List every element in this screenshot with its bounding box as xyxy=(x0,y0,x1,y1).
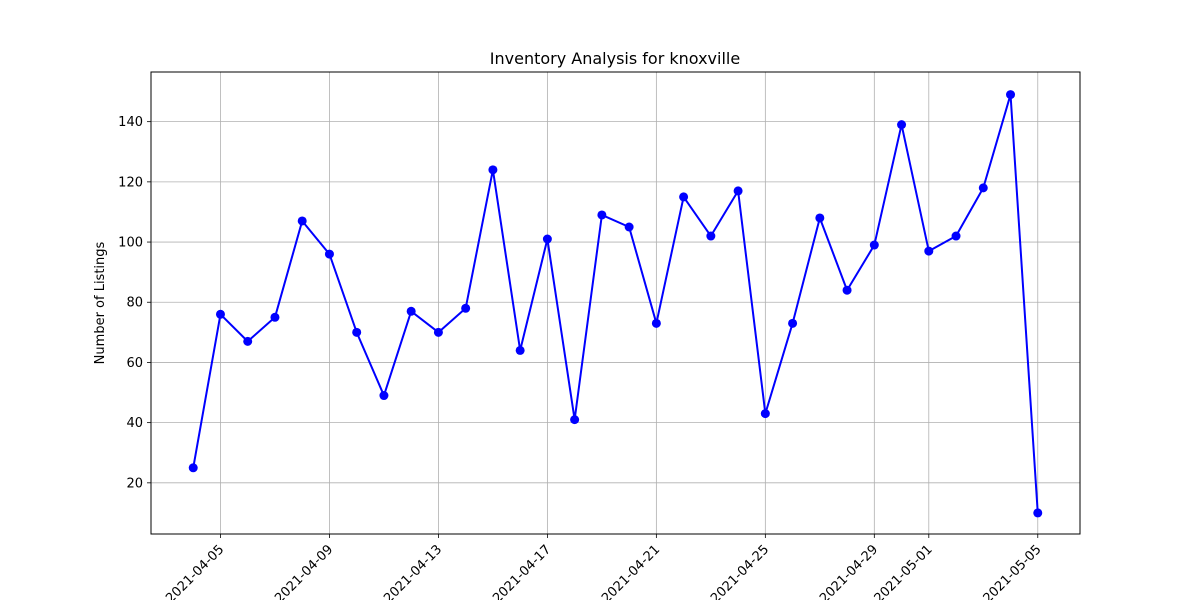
data-point xyxy=(706,231,716,241)
data-point xyxy=(570,415,580,425)
data-point xyxy=(406,306,416,316)
x-tick-label: 2021-05-01 xyxy=(872,542,936,600)
data-point xyxy=(188,463,198,473)
y-tick-label: 20 xyxy=(126,476,143,491)
x-tick-label: 2021-04-05 xyxy=(163,542,227,600)
data-point xyxy=(324,249,334,259)
series-layer xyxy=(188,90,1043,518)
data-point xyxy=(924,246,934,256)
data-point xyxy=(1006,90,1016,100)
x-tick-label: 2021-04-09 xyxy=(272,542,336,600)
x-tick-label: 2021-04-13 xyxy=(381,542,445,600)
data-point xyxy=(760,409,770,419)
data-point xyxy=(461,303,471,313)
data-point xyxy=(542,234,552,244)
data-point xyxy=(379,391,389,401)
data-point xyxy=(297,216,307,226)
data-point xyxy=(488,165,498,175)
grid-layer xyxy=(151,72,1080,534)
y-tick-label: 140 xyxy=(118,115,143,130)
data-point xyxy=(515,345,525,355)
data-point xyxy=(215,309,225,319)
data-point xyxy=(270,312,280,322)
y-tick-label: 80 xyxy=(126,296,143,311)
series-line xyxy=(192,93,1039,513)
data-point xyxy=(842,285,852,295)
y-axis-label: Number of Listings xyxy=(93,241,108,364)
x-tick-label: 2021-04-21 xyxy=(599,542,663,600)
data-point xyxy=(243,336,253,346)
chart-title: Inventory Analysis for knoxville xyxy=(490,49,740,68)
data-point xyxy=(1033,508,1043,518)
x-tick-label: 2021-04-17 xyxy=(490,542,554,600)
data-point xyxy=(679,192,689,202)
data-point xyxy=(733,186,743,196)
axis-layer: 20 40 60 80 100 120 140 2021-04-05 2021-04-09 202… xyxy=(118,115,1044,600)
plot-frame xyxy=(150,71,1081,535)
data-point xyxy=(433,327,443,337)
x-tick-label: 2021-05-05 xyxy=(981,542,1045,600)
y-tick-label: 100 xyxy=(118,236,143,251)
x-tick-label: 2021-04-25 xyxy=(708,542,772,600)
data-point xyxy=(815,213,825,223)
y-tick-label: 120 xyxy=(118,175,143,190)
data-point xyxy=(897,120,907,130)
data-point xyxy=(978,183,988,193)
data-point xyxy=(951,231,961,241)
y-tick-label: 40 xyxy=(126,416,143,431)
x-tick-label: 2021-04-29 xyxy=(817,542,881,600)
data-point xyxy=(869,240,879,250)
data-point xyxy=(624,222,634,232)
data-point xyxy=(788,318,798,328)
data-point xyxy=(352,327,362,337)
data-point xyxy=(651,318,661,328)
y-tick-label: 60 xyxy=(126,356,143,371)
data-point xyxy=(597,210,607,220)
